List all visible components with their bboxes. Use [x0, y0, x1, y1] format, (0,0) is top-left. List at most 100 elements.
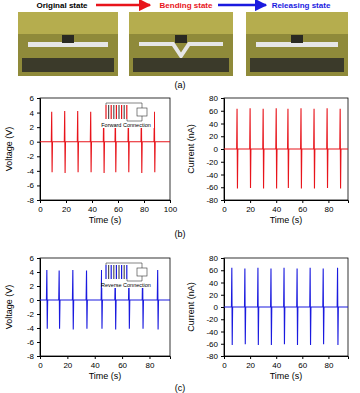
- x-tick: 40: [91, 356, 100, 370]
- y-tick: -60: [206, 183, 224, 192]
- x-tick: 20: [63, 356, 72, 370]
- x-tick-label: 40: [272, 205, 281, 214]
- y-tick: 0: [30, 296, 40, 305]
- y-tick-label: 0: [30, 296, 35, 305]
- x-tick-mark: [67, 356, 68, 359]
- x-tick-label: 0: [222, 361, 227, 370]
- x-axis-title: Time (s): [89, 371, 122, 381]
- x-tick: 20: [246, 356, 255, 370]
- stage: [133, 58, 229, 72]
- x-tick-mark: [149, 356, 150, 359]
- x-tick-label: 80: [146, 361, 155, 370]
- x-tick-mark: [276, 356, 277, 359]
- sample: [139, 44, 223, 56]
- y-tick: 6: [30, 254, 40, 263]
- y-axis-line: [221, 259, 225, 357]
- x-tick: 20: [246, 200, 255, 214]
- x-tick: 60: [298, 200, 307, 214]
- inset-stripe: [116, 105, 117, 119]
- clamp: [175, 35, 187, 43]
- plot-frame: [40, 98, 170, 200]
- arrow: [218, 4, 266, 7]
- y-tick: 4: [30, 268, 40, 277]
- y-tick-label: 0: [214, 303, 219, 312]
- y-tick-mark: [221, 149, 224, 150]
- x-tick-label: 0: [38, 205, 43, 214]
- x-tick-label: 60: [118, 361, 127, 370]
- y-tick: -20: [206, 158, 224, 167]
- x-tick-mark: [95, 356, 96, 359]
- photo-bg: [129, 12, 233, 76]
- state-label: Original state: [36, 1, 88, 10]
- inset-bg: [102, 262, 154, 288]
- inset-stripe: [116, 265, 117, 279]
- panel-label: (c): [175, 383, 186, 393]
- plot-frame: [224, 258, 348, 356]
- y-tick-label: 80: [209, 94, 218, 103]
- x-tick-mark: [276, 200, 277, 203]
- x-axis-line: [41, 201, 171, 204]
- y-tick: -2: [27, 310, 40, 319]
- y-tick: -40: [206, 328, 224, 337]
- plot-frame: [40, 258, 170, 356]
- y-tick-label: 60: [209, 266, 218, 275]
- x-tick-label: 60: [114, 205, 123, 214]
- y-tick-label: 2: [30, 282, 35, 291]
- y-tick: 6: [30, 94, 40, 103]
- y-tick-mark: [37, 142, 40, 143]
- inset-stripe: [108, 105, 109, 119]
- y-tick: 40: [209, 120, 224, 129]
- x-axis-line: [225, 357, 349, 360]
- inset-wire: [106, 103, 142, 121]
- y-tick-mark: [37, 156, 40, 157]
- x-tick: 100: [164, 200, 178, 214]
- photo-bg-top: [246, 12, 348, 34]
- stage: [250, 58, 344, 72]
- x-tick: 80: [146, 356, 155, 370]
- x-tick: 0: [222, 200, 227, 214]
- y-tick-mark: [37, 328, 40, 329]
- x-axis-title: Time (s): [89, 215, 122, 225]
- chart: 020406080-8-6-4-20246Time (s)Voltage (V)…: [4, 254, 171, 381]
- y-tick-label: -6: [27, 338, 35, 347]
- y-tick-mark: [37, 171, 40, 172]
- x-tick: 80: [324, 356, 333, 370]
- photo: [129, 12, 233, 76]
- inset-meter: [137, 108, 147, 116]
- y-tick-mark: [221, 356, 224, 357]
- y-tick: 0: [30, 138, 40, 147]
- x-axis-title: Time (s): [270, 371, 303, 381]
- annotation: Reverse Connection: [101, 282, 151, 288]
- y-tick: -60: [206, 340, 224, 349]
- clamp: [291, 35, 303, 43]
- y-tick: 60: [209, 107, 224, 116]
- y-tick: -6: [27, 338, 40, 347]
- y-axis-title: Voltage (V): [4, 285, 14, 330]
- x-tick: 80: [140, 200, 149, 214]
- x-tick-mark: [118, 200, 119, 203]
- y-tick-mark: [37, 113, 40, 114]
- inset-stripe: [124, 265, 125, 279]
- inset-meter: [137, 268, 147, 276]
- x-axis-line: [225, 201, 349, 204]
- x-tick: 40: [88, 200, 97, 214]
- y-tick-label: -4: [27, 167, 35, 176]
- y-tick-label: 20: [209, 132, 218, 141]
- y-axis: -8-6-4-20246: [27, 94, 41, 205]
- inset-stripe: [113, 105, 114, 119]
- plot-area: [224, 108, 348, 188]
- y-tick-label: -80: [206, 352, 218, 361]
- x-axis: 020406080: [38, 356, 170, 370]
- x-tick: 80: [324, 200, 333, 214]
- inset-stripe: [121, 105, 122, 119]
- y-tick-mark: [221, 344, 224, 345]
- x-tick-mark: [144, 200, 145, 203]
- x-axis: 020406080: [222, 356, 348, 370]
- y-axis-title: Voltage (V): [4, 127, 14, 172]
- y-tick-label: 0: [30, 138, 35, 147]
- y-tick-mark: [37, 272, 40, 273]
- x-tick-mark: [92, 200, 93, 203]
- y-tick-label: 80: [209, 254, 218, 263]
- x-tick: 0: [222, 356, 227, 370]
- inset-stripe: [124, 105, 125, 119]
